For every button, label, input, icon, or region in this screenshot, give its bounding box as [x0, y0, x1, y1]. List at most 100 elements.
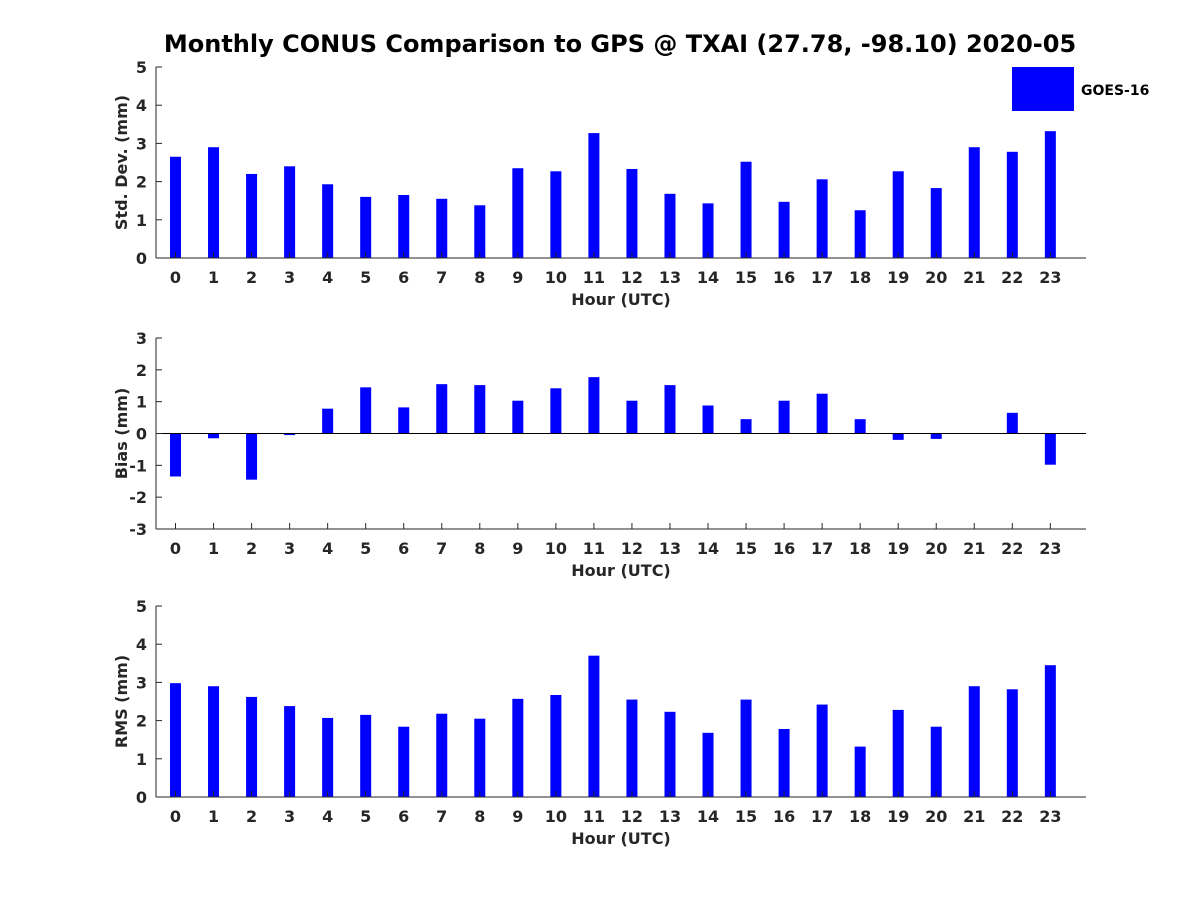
bar-7: [436, 384, 448, 434]
bar-12: [626, 699, 638, 797]
x-tick-label: 20: [925, 268, 947, 287]
bar-8: [474, 385, 486, 434]
x-tick-label: 10: [545, 268, 567, 287]
bar-9: [512, 698, 524, 797]
x-tick-label: 10: [545, 807, 567, 826]
x-tick-label: 18: [849, 268, 871, 287]
y-tick-label: 0: [136, 425, 147, 444]
x-tick-label: 21: [963, 268, 985, 287]
bar-10: [550, 695, 562, 797]
y-tick-label: 3: [136, 134, 147, 153]
x-tick-label: 7: [436, 539, 447, 558]
bar-23: [1044, 131, 1056, 258]
bar-16: [778, 201, 790, 258]
y-tick-label: 4: [136, 635, 147, 654]
x-tick-label: 0: [170, 807, 181, 826]
bar-11: [588, 377, 600, 434]
bar-19: [892, 171, 904, 258]
x-tick-label: 0: [170, 268, 181, 287]
y-tick-label: 1: [136, 750, 147, 769]
bar-0: [170, 156, 181, 258]
x-tick-label: 2: [246, 807, 257, 826]
bar-17: [816, 179, 828, 258]
x-tick-label: 3: [284, 539, 295, 558]
x-tick-label: 18: [849, 807, 871, 826]
y-tick-label: 3: [136, 329, 147, 348]
x-tick-label: 21: [963, 539, 985, 558]
bar-7: [436, 713, 448, 797]
bar-1: [208, 147, 220, 258]
y-tick-label: -1: [129, 456, 147, 475]
bar-8: [474, 718, 486, 797]
x-tick-label: 1: [208, 268, 219, 287]
x-tick-label: 9: [512, 268, 523, 287]
bar-20: [930, 726, 942, 797]
x-tick-label: 8: [474, 539, 485, 558]
x-tick-label: 4: [322, 807, 333, 826]
y-tick-label: 3: [136, 673, 147, 692]
x-tick-label: 5: [360, 268, 371, 287]
y-tick-label: 1: [136, 211, 147, 230]
x-tick-label: 15: [735, 807, 757, 826]
x-tick-label: 11: [583, 539, 605, 558]
x-tick-label: 14: [697, 268, 719, 287]
x-tick-label: 16: [773, 807, 795, 826]
bar-9: [512, 168, 524, 258]
x-tick-label: 22: [1001, 268, 1023, 287]
legend: GOES-16: [1012, 67, 1149, 111]
bar-18: [854, 419, 866, 434]
bar-16: [778, 400, 790, 434]
bar-0: [170, 683, 181, 797]
bar-15: [740, 161, 752, 258]
x-tick-label: 6: [398, 807, 409, 826]
y-tick-label: -3: [129, 520, 147, 539]
x-tick-label: 17: [811, 539, 833, 558]
x-tick-label: 19: [887, 268, 909, 287]
bar-5: [360, 714, 372, 797]
x-tick-label: 2: [246, 268, 257, 287]
x-tick-label: 3: [284, 807, 295, 826]
y-tick-label: 2: [136, 361, 147, 380]
bar-17: [816, 393, 828, 434]
bar-23: [1044, 665, 1056, 797]
bar-13: [664, 711, 676, 797]
y-axis-label: Bias (mm): [112, 388, 131, 480]
bar-14: [702, 405, 714, 434]
x-tick-label: 5: [360, 539, 371, 558]
bar-13: [664, 385, 676, 434]
bar-15: [740, 699, 752, 797]
bar-4: [322, 408, 334, 434]
bar-19: [892, 433, 904, 440]
y-axis-label: RMS (mm): [112, 655, 131, 748]
x-tick-label: 12: [621, 807, 643, 826]
x-tick-label: 13: [659, 539, 681, 558]
bar-22: [1006, 412, 1018, 434]
bar-16: [778, 729, 790, 797]
bar-10: [550, 388, 562, 434]
x-tick-label: 12: [621, 539, 643, 558]
x-tick-label: 4: [322, 539, 333, 558]
bar-14: [702, 732, 714, 797]
bar-6: [398, 407, 410, 434]
bar-21: [968, 686, 980, 797]
bar-14: [702, 203, 714, 258]
bar-19: [892, 709, 904, 797]
x-axis-label: Hour (UTC): [571, 290, 671, 309]
figure-title: Monthly CONUS Comparison to GPS @ TXAI (…: [163, 30, 1077, 58]
x-tick-label: 17: [811, 807, 833, 826]
x-tick-label: 6: [398, 539, 409, 558]
bar-6: [398, 726, 410, 797]
y-tick-label: -2: [129, 488, 147, 507]
x-tick-label: 22: [1001, 539, 1023, 558]
bar-4: [322, 717, 334, 797]
x-tick-label: 11: [583, 807, 605, 826]
x-tick-label: 20: [925, 539, 947, 558]
y-tick-label: 2: [136, 712, 147, 731]
bar-13: [664, 193, 676, 258]
bar-1: [208, 686, 220, 797]
x-axis-label: Hour (UTC): [571, 829, 671, 848]
bar-12: [626, 400, 638, 434]
bar-20: [930, 433, 942, 439]
